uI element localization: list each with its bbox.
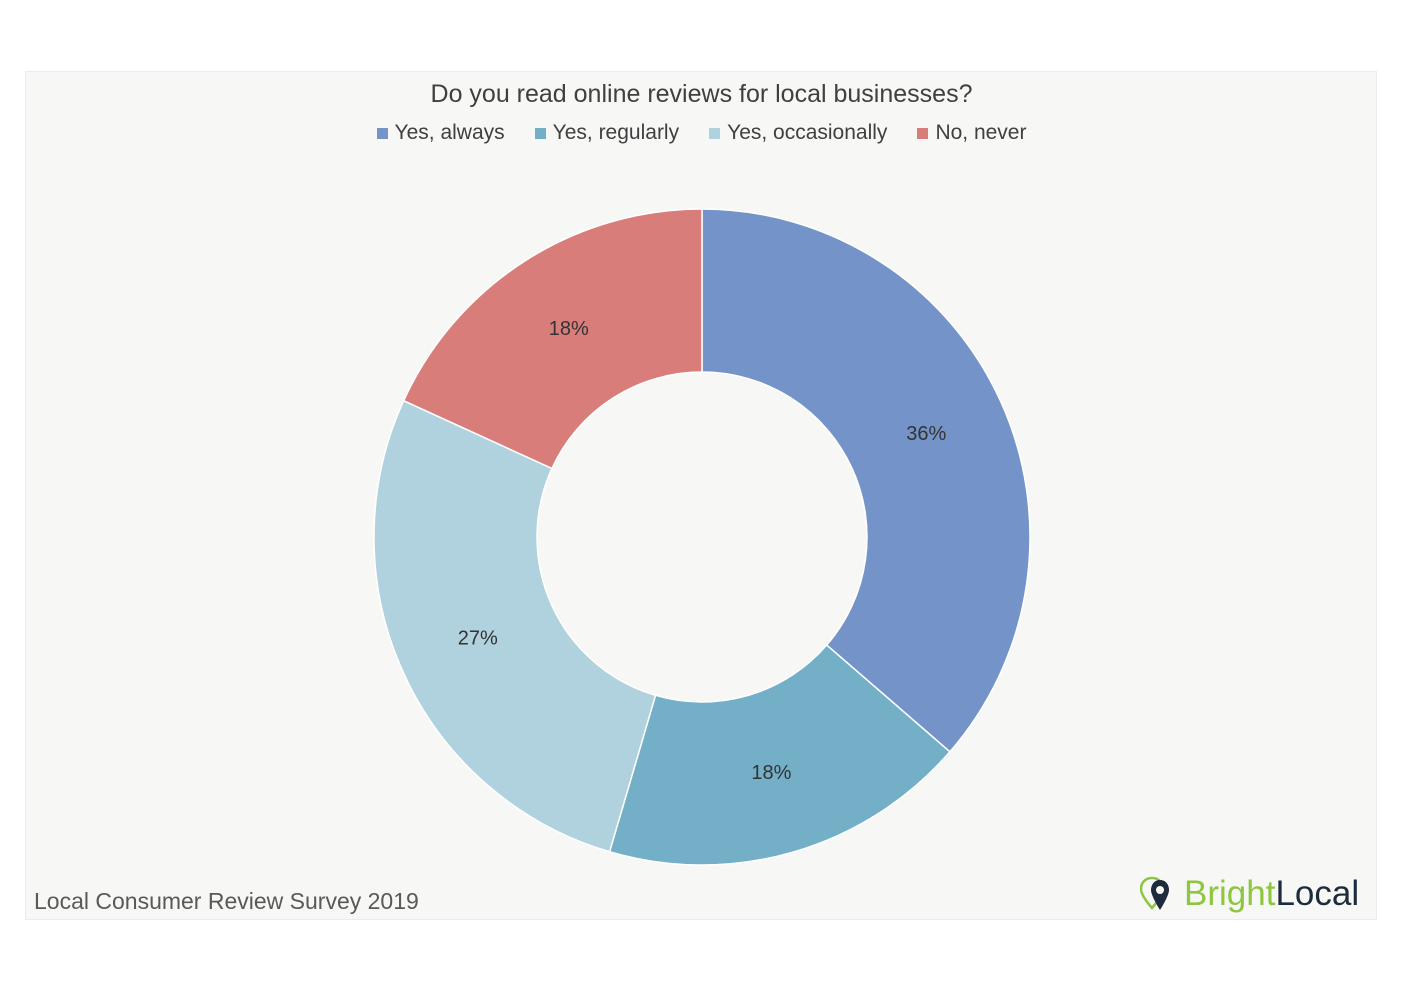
legend-item-yes-regularly: Yes, regularly (534, 121, 680, 145)
data-label-yes-regularly: 18% (751, 762, 791, 784)
brand-text-local: Local (1275, 874, 1360, 913)
chart-title: Do you read online reviews for local bus… (430, 80, 973, 108)
data-label-yes-occasionally: 27% (458, 628, 498, 650)
slice-no-never (402, 208, 703, 470)
slice-yes-occasionally (373, 399, 657, 853)
legend-label: Yes, regularly (552, 121, 680, 144)
legend-item-no-never: No, never (917, 121, 1026, 145)
legend-swatch (534, 127, 546, 139)
location-pin-icon (1140, 876, 1169, 910)
data-label-yes-always: 36% (906, 423, 946, 445)
slice-yes-always (701, 208, 1031, 753)
source-caption: Local Consumer Review Survey 2019 (34, 888, 419, 914)
legend-swatch (917, 127, 929, 139)
legend-label: Yes, always (394, 121, 505, 144)
legend-label: Yes, occasionally (727, 121, 888, 144)
slice-yes-regularly (608, 643, 951, 866)
legend: Yes, always Yes, regularly Yes, occasion… (0, 121, 1403, 145)
legend-item-yes-always: Yes, always (376, 121, 505, 145)
labels-group: 36% 18% 27% 18% (458, 318, 947, 784)
legend-label: No, never (935, 121, 1027, 144)
brand-text-bright: Bright (1184, 874, 1276, 913)
brand-logo: Bright Local (1140, 874, 1359, 914)
legend-swatch (376, 127, 388, 139)
legend-swatch (709, 127, 721, 139)
data-label-no-never: 18% (549, 318, 589, 340)
slices-group (373, 208, 1031, 866)
legend-item-yes-occasionally: Yes, occasionally (709, 121, 887, 145)
